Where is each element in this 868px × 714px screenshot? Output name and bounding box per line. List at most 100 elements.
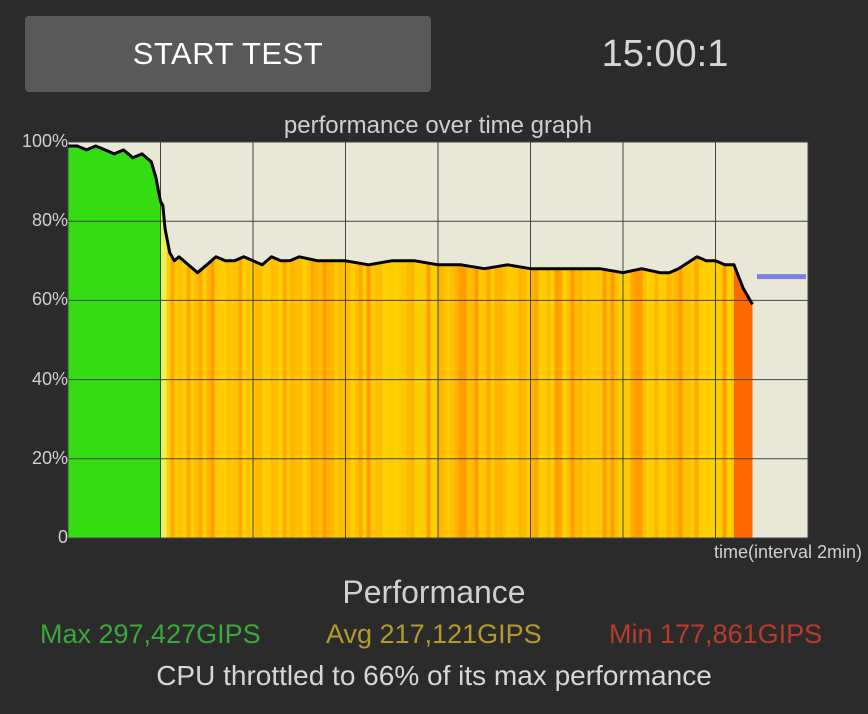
fill-stripe bbox=[370, 146, 375, 538]
fill-stripe bbox=[618, 146, 623, 538]
fill-stripe bbox=[630, 146, 635, 538]
fill-stripe bbox=[222, 146, 227, 538]
fill-stripe bbox=[566, 146, 571, 538]
fill-stripe bbox=[658, 146, 663, 538]
fill-stripe bbox=[474, 146, 479, 538]
fill-stripe bbox=[226, 146, 231, 538]
fill-stripe bbox=[706, 146, 711, 538]
fill-stripe bbox=[726, 146, 731, 538]
fill-stripe bbox=[426, 146, 431, 538]
fill-stripe bbox=[626, 146, 631, 538]
fill-stripe bbox=[290, 146, 295, 538]
fill-stripe bbox=[334, 146, 339, 538]
fill-stripe bbox=[294, 146, 299, 538]
fill-stripe bbox=[214, 146, 219, 538]
fill-stripe bbox=[160, 146, 167, 538]
fill-stripe bbox=[514, 146, 519, 538]
fill-stripe bbox=[246, 146, 251, 538]
fill-stripe bbox=[170, 146, 175, 538]
fill-stripe bbox=[702, 146, 707, 538]
start-test-button[interactable]: START TEST bbox=[25, 16, 431, 92]
fill-stripe bbox=[218, 146, 223, 538]
fill-stripe bbox=[586, 146, 591, 538]
fill-stripe bbox=[378, 146, 383, 538]
fill-stripe bbox=[422, 146, 427, 538]
fill-stripe bbox=[166, 146, 171, 538]
fill-stripe bbox=[254, 146, 259, 538]
fill-stripe bbox=[470, 146, 475, 538]
x-axis-label: time(interval 2min) bbox=[713, 542, 862, 562]
fill-stripe bbox=[186, 146, 191, 538]
fill-stripe bbox=[606, 146, 611, 538]
fill-stripe bbox=[366, 146, 371, 538]
y-tick-60: 60% bbox=[31, 289, 68, 309]
fill-stripe bbox=[354, 146, 359, 538]
fill-stripe bbox=[398, 146, 403, 538]
throttle-message: CPU throttled to 66% of its max performa… bbox=[156, 660, 712, 691]
fill-stripe bbox=[194, 146, 199, 538]
fill-stripe bbox=[314, 146, 319, 538]
fill-stripe bbox=[350, 146, 355, 538]
average-marker bbox=[757, 274, 806, 280]
fill-stripe bbox=[538, 146, 543, 538]
fill-stripe bbox=[646, 146, 651, 538]
fill-stripe bbox=[522, 146, 527, 538]
fill-stripe bbox=[306, 146, 311, 538]
fill-stripe bbox=[414, 146, 419, 538]
fill-stripe bbox=[438, 146, 443, 538]
fill-stripe bbox=[402, 146, 407, 538]
fill-stripe bbox=[554, 146, 559, 538]
fill-stripe bbox=[482, 146, 487, 538]
fill-stripe bbox=[518, 146, 523, 538]
fill-stripe bbox=[710, 146, 715, 538]
fill-stripe bbox=[686, 146, 691, 538]
fill-stripe bbox=[382, 146, 387, 538]
fill-stripe bbox=[582, 146, 587, 538]
fill-stripe bbox=[654, 146, 659, 538]
y-tick-20: 20% bbox=[31, 448, 68, 468]
fill-stripe bbox=[510, 146, 515, 538]
fill-stripe bbox=[494, 146, 499, 538]
fill-stripe bbox=[602, 146, 607, 538]
fill-stripe bbox=[346, 146, 351, 538]
performance-heading: Performance bbox=[342, 574, 526, 610]
fill-stripe bbox=[542, 146, 547, 538]
fill-stripe bbox=[466, 146, 471, 538]
fill-stripe bbox=[674, 146, 679, 538]
fill-stripe bbox=[210, 146, 215, 538]
fill-stripe bbox=[234, 146, 239, 538]
fill-stripe bbox=[698, 146, 703, 538]
fill-stripe bbox=[450, 146, 455, 538]
fill-stripe bbox=[442, 146, 447, 538]
elapsed-timer: 15:00:1 bbox=[601, 33, 729, 75]
fill-stripe bbox=[598, 146, 603, 538]
fill-stripe bbox=[390, 146, 395, 538]
fill-stripe bbox=[574, 146, 579, 538]
fill-stripe bbox=[530, 146, 535, 538]
fill-stripe bbox=[434, 146, 439, 538]
fill-stripe bbox=[182, 146, 187, 538]
fill-stripe bbox=[622, 146, 627, 538]
fill-stripe bbox=[242, 146, 247, 538]
fill-stripe bbox=[614, 146, 619, 538]
fill-stripe bbox=[190, 146, 195, 538]
fill-stripe bbox=[230, 146, 235, 538]
fill-stripe bbox=[682, 146, 687, 538]
fill-stripe bbox=[68, 146, 161, 538]
fill-stripe bbox=[322, 146, 327, 538]
fill-stripe bbox=[274, 146, 279, 538]
fill-stripe bbox=[410, 146, 415, 538]
fill-stripe bbox=[502, 146, 507, 538]
fill-stripe bbox=[722, 146, 727, 538]
fill-stripe bbox=[678, 146, 683, 538]
fill-stripe bbox=[446, 146, 451, 538]
fill-stripe bbox=[730, 146, 735, 538]
fill-stripe bbox=[206, 146, 211, 538]
grid-lines bbox=[67, 141, 809, 539]
fill-stripe bbox=[394, 146, 399, 538]
y-tick-0: 0 bbox=[57, 527, 68, 547]
fill-stripe bbox=[666, 146, 671, 538]
fill-stripe bbox=[590, 146, 595, 538]
fill-stripe bbox=[430, 146, 435, 538]
